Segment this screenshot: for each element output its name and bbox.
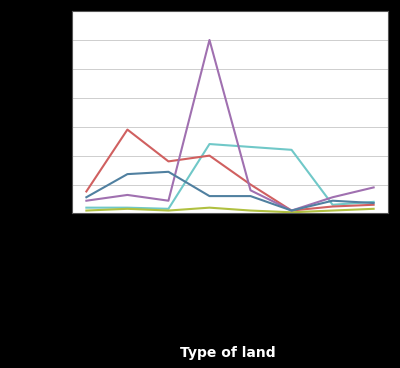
Text: Type of land: Type of land [180,346,276,360]
Y-axis label: Hundred hectares: Hundred hectares [10,62,20,162]
